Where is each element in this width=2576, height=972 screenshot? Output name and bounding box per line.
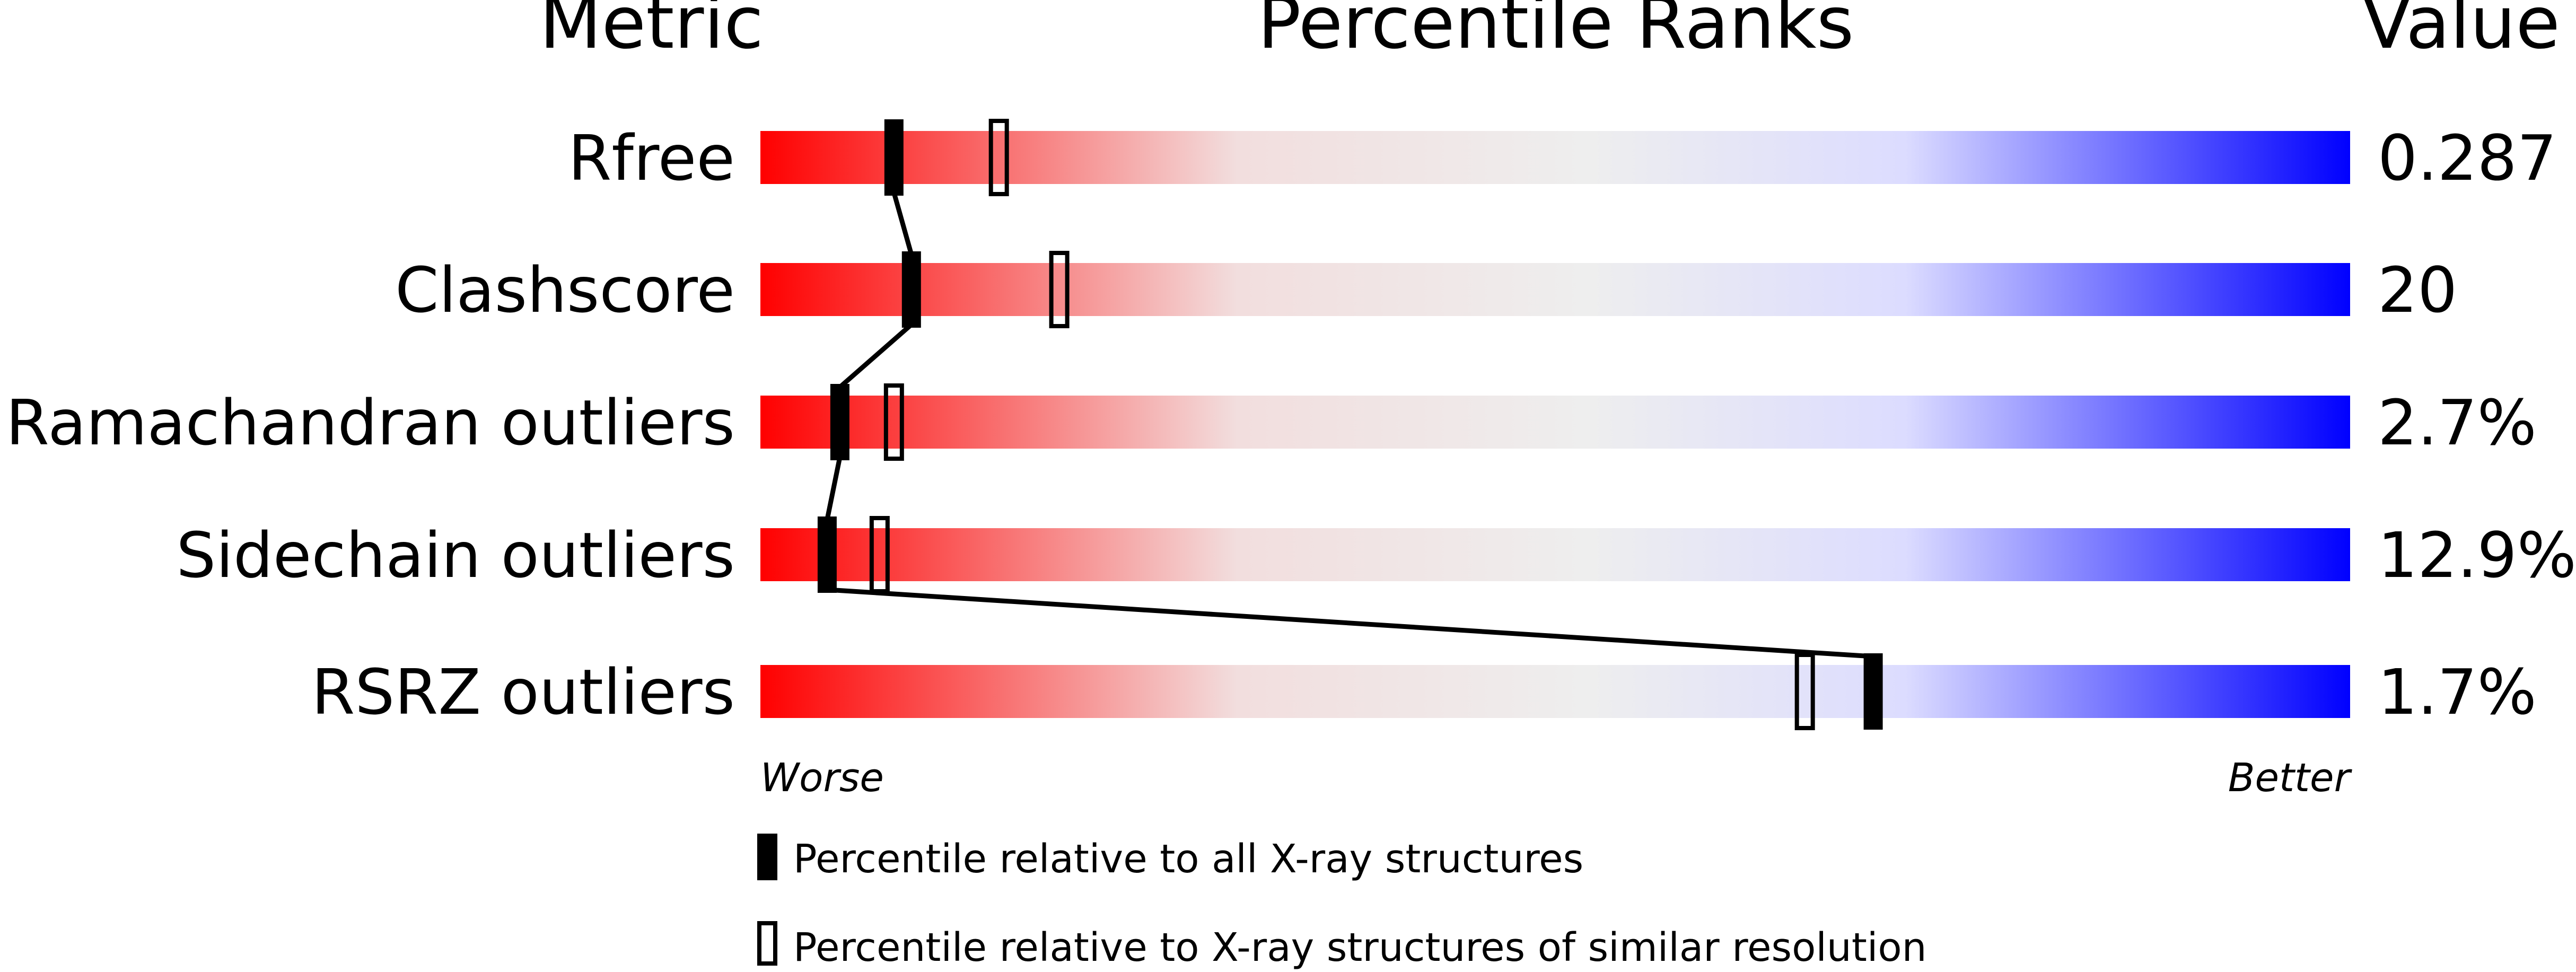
legend-outline-marker xyxy=(757,921,777,966)
rank-bar-clashscore xyxy=(760,263,2350,316)
metric-value-rfree: 0.287 xyxy=(2378,121,2557,195)
legend: Percentile relative to all X-ray structu… xyxy=(757,834,1927,970)
metric-label-rsrz-outliers: RSRZ outliers xyxy=(311,655,735,729)
rank-bar-sidechain-outliers xyxy=(760,528,2350,581)
marker-all-rfree xyxy=(884,119,904,196)
worse-label: Worse xyxy=(760,755,884,801)
metric-label-clashscore: Clashscore xyxy=(395,253,735,327)
marker-similar-clashscore xyxy=(1049,251,1070,328)
rank-bar-rfree xyxy=(760,131,2350,184)
value-header: Value xyxy=(2362,0,2560,65)
metric-labels: Rfree 0.287 Clashscore 20 Ramachandran outli… xyxy=(6,121,2576,729)
metric-label-rfree: Rfree xyxy=(568,121,735,195)
marker-all-ramachandran-outliers xyxy=(830,384,849,460)
rank-bar-rsrz-outliers xyxy=(760,665,2350,718)
marker-similar-rfree xyxy=(988,119,1009,196)
metric-label-ramachandran-outliers: Ramachandran outliers xyxy=(6,386,735,459)
metric-value-clashscore: 20 xyxy=(2378,253,2457,327)
rank-bar-ramachandran-outliers xyxy=(760,396,2350,449)
marker-similar-ramachandran-outliers xyxy=(883,383,904,461)
metric-bars xyxy=(760,131,2350,718)
legend-filled-label: Percentile relative to all X-ray structu… xyxy=(793,836,1583,882)
legend-outline-label: Percentile relative to X-ray structures … xyxy=(793,925,1927,970)
metric-value-sidechain-outliers: 12.9% xyxy=(2378,519,2576,592)
metric-value-rsrz-outliers: 1.7% xyxy=(2378,655,2537,729)
marker-all-sidechain-outliers xyxy=(817,516,837,593)
percentile-markers xyxy=(817,119,1883,730)
metric-value-ramachandran-outliers: 2.7% xyxy=(2378,386,2537,459)
marker-similar-sidechain-outliers xyxy=(869,516,890,593)
legend-filled-marker xyxy=(757,834,777,880)
metric-header: Metric xyxy=(539,0,764,65)
marker-similar-rsrz-outliers xyxy=(1794,653,1815,730)
marker-all-rsrz-outliers xyxy=(1863,653,1883,730)
better-label: Better xyxy=(2228,755,2353,801)
chart-title: Percentile Ranks xyxy=(1258,0,1854,65)
marker-all-clashscore xyxy=(901,251,921,328)
metric-label-sidechain-outliers: Sidechain outliers xyxy=(176,519,735,592)
